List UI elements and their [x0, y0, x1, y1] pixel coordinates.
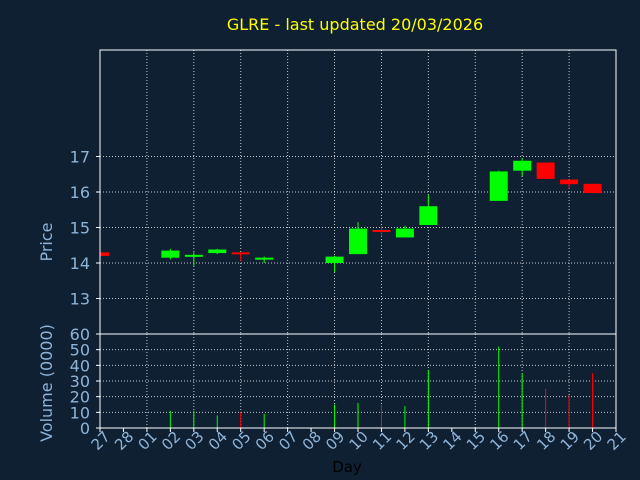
- candle-body: [231, 252, 250, 255]
- volume-tick-label: 10: [70, 403, 90, 422]
- volume-tick-label: 30: [70, 372, 90, 391]
- volume-tick-label: 50: [70, 341, 90, 360]
- day-axis-ticks: 2728010203040506070809101112131415161718…: [88, 428, 630, 454]
- volume-tick-label: 0: [80, 419, 90, 438]
- price-tick-label: 17: [70, 148, 90, 167]
- price-grid: [100, 50, 616, 334]
- candle-body: [161, 250, 180, 258]
- day-axis-label: Day: [332, 458, 362, 476]
- candle-body: [560, 179, 579, 185]
- price-tick-label: 13: [70, 290, 90, 309]
- candle-body: [255, 257, 274, 260]
- price-axis-label: Price: [37, 222, 56, 261]
- candle-body: [372, 229, 391, 232]
- candle-body: [325, 256, 344, 263]
- volume-axis-label: Volume (0000): [37, 324, 56, 442]
- candle-body: [349, 228, 367, 255]
- candle-body: [208, 249, 227, 254]
- candle-body: [100, 252, 109, 256]
- price-tick-label: 16: [70, 183, 90, 202]
- candle-body: [395, 228, 414, 238]
- volume-tick-label: 40: [70, 356, 90, 375]
- volume-tick-label: 60: [70, 325, 90, 344]
- candle-body: [184, 254, 203, 257]
- price-tick-label: 14: [70, 254, 90, 273]
- volume-bars: [169, 346, 594, 428]
- candle-body: [419, 206, 438, 226]
- volume-tick-label: 20: [70, 388, 90, 407]
- chart-title: GLRE - last updated 20/03/2026: [227, 15, 483, 34]
- candlesticks: [99, 158, 602, 272]
- price-tick-label: 15: [70, 219, 90, 238]
- candle-body: [513, 160, 532, 171]
- candle-body: [489, 171, 508, 201]
- candle-body: [583, 183, 602, 194]
- candle-body: [536, 162, 555, 179]
- price-axis-ticks: 13 14 15 16 17: [70, 148, 100, 309]
